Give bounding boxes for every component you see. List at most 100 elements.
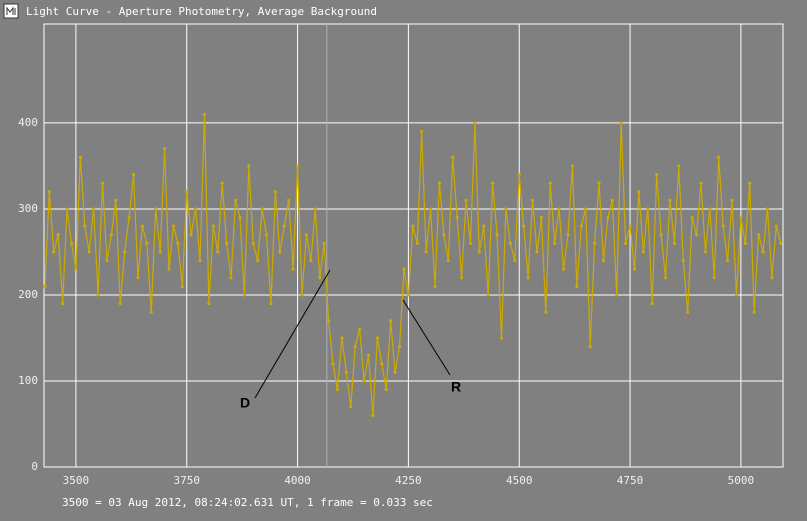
data-point (43, 284, 47, 288)
data-point (300, 293, 304, 297)
data-point (154, 207, 158, 211)
data-point (327, 319, 331, 323)
data-point (233, 198, 238, 202)
data-point (504, 207, 508, 211)
data-point (415, 241, 419, 245)
data-point (477, 250, 481, 254)
data-point (162, 147, 167, 151)
data-point (615, 293, 619, 297)
data-point (437, 181, 442, 185)
x-tick-label: 4250 (395, 474, 422, 487)
data-point (588, 344, 592, 349)
data-point (459, 276, 464, 280)
data-point (220, 181, 224, 185)
data-point (517, 172, 521, 177)
data-point (522, 224, 526, 228)
data-point (681, 258, 685, 263)
data-point (295, 164, 300, 168)
data-point (535, 250, 539, 254)
data-point (344, 370, 348, 374)
data-point (717, 155, 721, 159)
data-point (149, 310, 153, 314)
data-point (663, 276, 668, 280)
data-point (145, 241, 149, 245)
data-point (238, 215, 242, 220)
data-point (650, 301, 654, 306)
data-point (180, 284, 184, 288)
data-point (761, 250, 765, 254)
data-point (486, 293, 490, 297)
data-point (592, 241, 597, 245)
data-point (335, 387, 340, 392)
data-point (539, 215, 543, 220)
data-point (566, 233, 570, 237)
window-title: Light Curve - Aperture Photometry, Avera… (26, 5, 377, 18)
data-point (694, 233, 699, 237)
data-point (362, 379, 366, 383)
data-point (185, 190, 189, 194)
data-point (402, 267, 406, 271)
data-point (273, 190, 278, 194)
footer: 3500 = 03 Aug 2012, 08:24:02.631 UT, 1 f… (62, 496, 433, 509)
x-tick-label: 5000 (728, 474, 755, 487)
data-point (340, 336, 344, 340)
data-point (353, 344, 357, 349)
data-point (74, 267, 78, 271)
data-point (131, 172, 136, 177)
data-point (499, 336, 504, 340)
data-point (118, 301, 122, 306)
data-point (411, 224, 415, 228)
data-point (225, 241, 229, 245)
data-point (393, 370, 397, 374)
data-point (96, 293, 100, 297)
data-point (397, 344, 402, 349)
data-point (61, 301, 65, 306)
data-point (358, 327, 362, 331)
data-point (189, 233, 193, 237)
y-tick-label: 300 (18, 202, 38, 215)
data-point (123, 250, 127, 254)
data-point (561, 267, 566, 271)
data-point (730, 198, 734, 202)
data-point (584, 207, 588, 211)
data-point (734, 293, 739, 297)
data-point (482, 224, 486, 228)
data-point (424, 250, 428, 254)
data-point (530, 198, 535, 202)
data-point (765, 207, 770, 211)
data-point (495, 233, 499, 237)
data-point (446, 258, 450, 263)
data-point (313, 207, 317, 211)
data-point (451, 155, 455, 159)
data-point (242, 293, 246, 297)
data-point (167, 267, 171, 271)
data-point (318, 276, 322, 280)
data-point (287, 198, 291, 202)
data-point (69, 241, 74, 245)
data-point (699, 181, 703, 185)
data-point (708, 207, 712, 211)
y-tick-label: 0 (31, 460, 38, 473)
annotation: R (451, 379, 461, 395)
data-point (389, 319, 393, 323)
data-point (748, 181, 752, 185)
data-point (743, 241, 747, 245)
data-point (610, 198, 614, 202)
data-point (384, 387, 388, 392)
y-tick-label: 400 (18, 116, 38, 129)
data-point (624, 241, 628, 245)
annotation: D (240, 395, 250, 411)
annotation-line (254, 269, 331, 399)
data-point (304, 233, 309, 237)
data-point (690, 215, 694, 220)
data-point (468, 241, 473, 245)
data-point (677, 164, 681, 168)
data-point (100, 181, 105, 185)
data-point (641, 250, 645, 254)
data-point (779, 241, 783, 245)
data-point (491, 181, 495, 185)
icon-glyph (6, 6, 16, 15)
data-point (176, 241, 180, 245)
data-point (229, 276, 233, 280)
data-point (526, 276, 530, 280)
